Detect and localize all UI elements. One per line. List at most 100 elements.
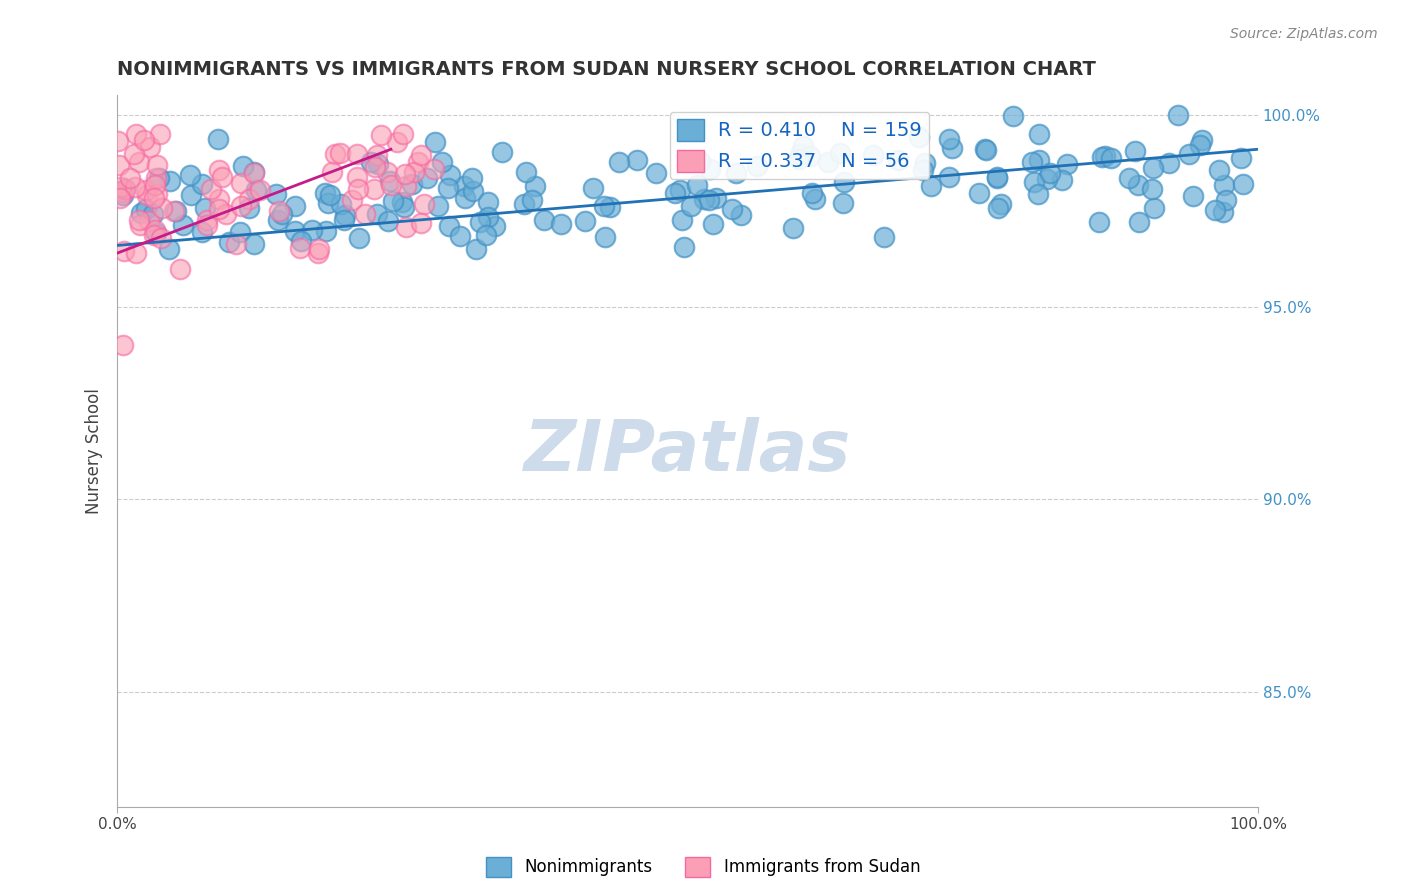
Point xyxy=(430,155,453,169)
Point xyxy=(404,164,426,178)
Point xyxy=(323,147,346,161)
Y-axis label: Nursery School: Nursery School xyxy=(86,388,103,514)
Point xyxy=(242,165,264,179)
Point xyxy=(208,163,231,178)
Point xyxy=(1142,161,1164,175)
Point xyxy=(143,223,166,237)
Text: NONIMMIGRANTS VS IMMIGRANTS FROM SUDAN NURSERY SCHOOL CORRELATION CHART: NONIMMIGRANTS VS IMMIGRANTS FROM SUDAN N… xyxy=(117,60,1097,78)
Point xyxy=(225,237,247,252)
Point xyxy=(349,231,371,245)
Point xyxy=(1215,193,1237,207)
Point xyxy=(145,171,167,186)
Point xyxy=(524,178,547,193)
Point xyxy=(1232,177,1254,191)
Point xyxy=(346,169,368,184)
Point xyxy=(321,165,343,179)
Point xyxy=(135,183,157,197)
Point xyxy=(366,148,388,162)
Point xyxy=(191,177,214,191)
Point xyxy=(111,185,134,199)
Point xyxy=(329,197,352,211)
Point xyxy=(987,201,1010,215)
Point xyxy=(1123,145,1146,159)
Point xyxy=(1230,151,1253,165)
Point xyxy=(375,164,398,178)
Point xyxy=(828,146,851,161)
Point xyxy=(124,147,146,161)
Point xyxy=(145,186,167,201)
Point xyxy=(308,242,330,256)
Point xyxy=(1126,178,1149,192)
Point xyxy=(266,187,288,202)
Point xyxy=(329,146,352,161)
Point xyxy=(363,182,385,196)
Point xyxy=(974,142,997,156)
Legend: R = 0.410    N = 159, R = 0.337    N = 56: R = 0.410 N = 159, R = 0.337 N = 56 xyxy=(669,112,929,179)
Point xyxy=(319,188,342,202)
Point xyxy=(1212,204,1234,219)
Point xyxy=(114,182,136,196)
Point xyxy=(908,130,931,145)
Point xyxy=(1088,215,1111,229)
Point xyxy=(721,202,744,217)
Point xyxy=(1212,178,1234,193)
Point xyxy=(834,175,856,189)
Point xyxy=(190,226,212,240)
Point xyxy=(1001,110,1024,124)
Point xyxy=(401,177,423,191)
Point xyxy=(148,171,170,186)
Point xyxy=(461,171,484,186)
Point xyxy=(145,178,167,193)
Point xyxy=(314,186,336,200)
Point xyxy=(249,183,271,197)
Point xyxy=(112,244,135,259)
Point xyxy=(422,161,444,176)
Point xyxy=(333,208,356,222)
Point xyxy=(218,235,240,250)
Point xyxy=(406,155,429,169)
Point xyxy=(307,245,329,260)
Point xyxy=(423,135,446,149)
Point xyxy=(439,219,461,233)
Point xyxy=(582,180,605,194)
Point xyxy=(804,192,827,206)
Point xyxy=(593,198,616,212)
Point xyxy=(370,128,392,142)
Point xyxy=(1167,108,1189,122)
Point xyxy=(477,195,499,210)
Point xyxy=(679,199,702,213)
Point xyxy=(377,214,399,228)
Point xyxy=(673,240,696,254)
Point xyxy=(395,220,418,235)
Point xyxy=(125,127,148,141)
Point xyxy=(195,212,218,227)
Point xyxy=(817,154,839,169)
Point xyxy=(360,155,382,169)
Point xyxy=(108,192,131,206)
Point xyxy=(801,186,824,201)
Point xyxy=(704,191,727,205)
Point xyxy=(125,246,148,260)
Point xyxy=(644,166,666,180)
Point xyxy=(128,155,150,169)
Point xyxy=(730,208,752,222)
Point xyxy=(316,196,339,211)
Point xyxy=(138,213,160,227)
Point xyxy=(1118,171,1140,186)
Point xyxy=(208,202,231,217)
Point xyxy=(873,230,896,244)
Point xyxy=(550,217,572,231)
Point xyxy=(453,178,475,193)
Point xyxy=(697,193,720,207)
Point xyxy=(1091,150,1114,164)
Point xyxy=(484,219,506,234)
Point xyxy=(1028,153,1050,167)
Point xyxy=(179,169,201,183)
Point xyxy=(436,181,458,195)
Point xyxy=(1021,155,1043,169)
Point xyxy=(1157,156,1180,170)
Point xyxy=(699,161,721,176)
Point xyxy=(449,229,471,244)
Point xyxy=(686,178,709,192)
Point xyxy=(163,203,186,218)
